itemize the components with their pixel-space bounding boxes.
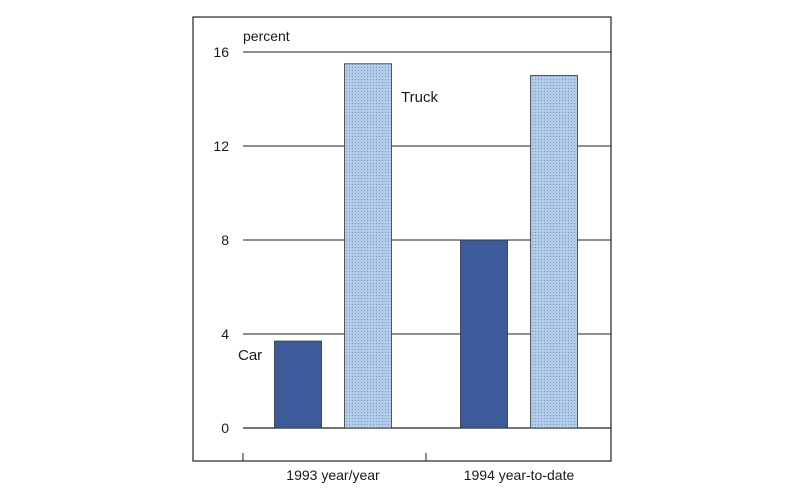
bar-car-1 bbox=[460, 239, 508, 429]
series-label-truck: Truck bbox=[401, 89, 438, 106]
bar-car-0 bbox=[274, 340, 322, 429]
y-tick-label-16: 16 bbox=[213, 44, 229, 60]
y-tick-label-0: 0 bbox=[221, 420, 229, 436]
y-tick-label-8: 8 bbox=[221, 232, 229, 248]
bar-truck-0 bbox=[344, 63, 392, 429]
y-tick-label-12: 12 bbox=[213, 138, 229, 154]
x-category-label-1: 1994 year-to-date bbox=[464, 467, 575, 483]
bar-truck-1 bbox=[530, 75, 578, 429]
y-tick-label-4: 4 bbox=[221, 326, 229, 342]
y-axis-ticks: 0 4 8 12 16 bbox=[213, 44, 229, 436]
x-axis: 1993 year/year 1994 year-to-date bbox=[242, 453, 575, 483]
chart-frame bbox=[192, 16, 612, 462]
bars bbox=[274, 63, 578, 429]
series-label-car: Car bbox=[238, 347, 262, 364]
y-axis-unit-label: percent bbox=[243, 28, 290, 44]
x-category-label-0: 1993 year/year bbox=[286, 467, 380, 483]
